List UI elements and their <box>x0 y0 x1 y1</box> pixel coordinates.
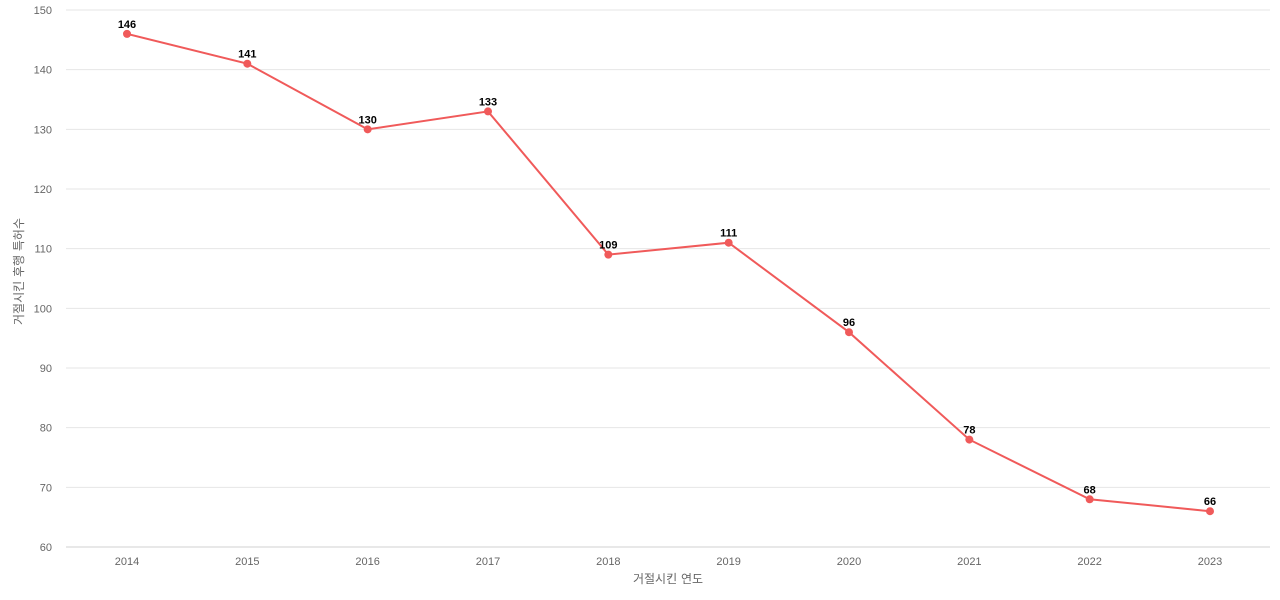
x-tick-label: 2018 <box>596 556 620 568</box>
data-label: 146 <box>118 19 136 31</box>
y-axis-title: 거절시킨 후행 특허수 <box>11 218 26 325</box>
y-tick-label: 100 <box>34 303 52 315</box>
data-label: 133 <box>479 96 497 108</box>
y-tick-label: 60 <box>40 542 52 554</box>
x-tick-label: 2015 <box>235 556 259 568</box>
y-tick-label: 80 <box>40 423 52 435</box>
series-line <box>126 32 1211 513</box>
data-point <box>724 238 733 247</box>
y-tick-label: 130 <box>34 124 52 136</box>
data-point <box>965 435 974 444</box>
data-label: 96 <box>843 317 855 329</box>
x-tick-label: 2019 <box>716 556 740 568</box>
x-tick-label: 2021 <box>957 556 981 568</box>
data-point <box>484 107 492 116</box>
data-label: 111 <box>720 228 737 240</box>
x-axis-ticks: 2014 2015 2016 2017 2018 2019 2020 2021 2022 2023 <box>115 556 1222 568</box>
data-label: 141 <box>238 49 256 61</box>
data-labels: 146 141 130 133 109 111 96 78 68 66 <box>118 19 1216 508</box>
data-label: 68 <box>1084 484 1096 496</box>
data-label: 130 <box>358 114 376 126</box>
data-point <box>123 29 131 38</box>
data-label: 78 <box>963 425 975 437</box>
x-tick-label: 2017 <box>476 556 500 568</box>
y-tick-label: 110 <box>34 244 52 256</box>
x-tick-label: 2020 <box>837 556 861 568</box>
data-point <box>243 59 252 68</box>
data-point <box>604 250 613 259</box>
y-tick-label: 70 <box>40 482 52 494</box>
x-tick-label: 2022 <box>1077 556 1101 568</box>
x-axis-title: 거절시킨 연도 <box>633 572 703 586</box>
data-point <box>1206 507 1214 516</box>
y-axis-ticks: 60 70 80 90 100 110 120 130 140 150 <box>34 5 52 554</box>
data-points <box>123 29 1214 516</box>
y-tick-label: 120 <box>34 184 52 196</box>
y-tick-label: 90 <box>40 363 52 375</box>
y-tick-label: 140 <box>34 65 52 77</box>
data-point <box>363 125 372 134</box>
x-tick-label: 2014 <box>115 556 139 568</box>
y-tick-label: 150 <box>34 5 52 17</box>
data-label: 109 <box>599 240 617 252</box>
data-point <box>1085 495 1094 504</box>
x-tick-label: 2016 <box>355 556 379 568</box>
data-label: 66 <box>1204 496 1216 508</box>
x-tick-label: 2023 <box>1198 556 1222 568</box>
data-point <box>845 328 853 337</box>
